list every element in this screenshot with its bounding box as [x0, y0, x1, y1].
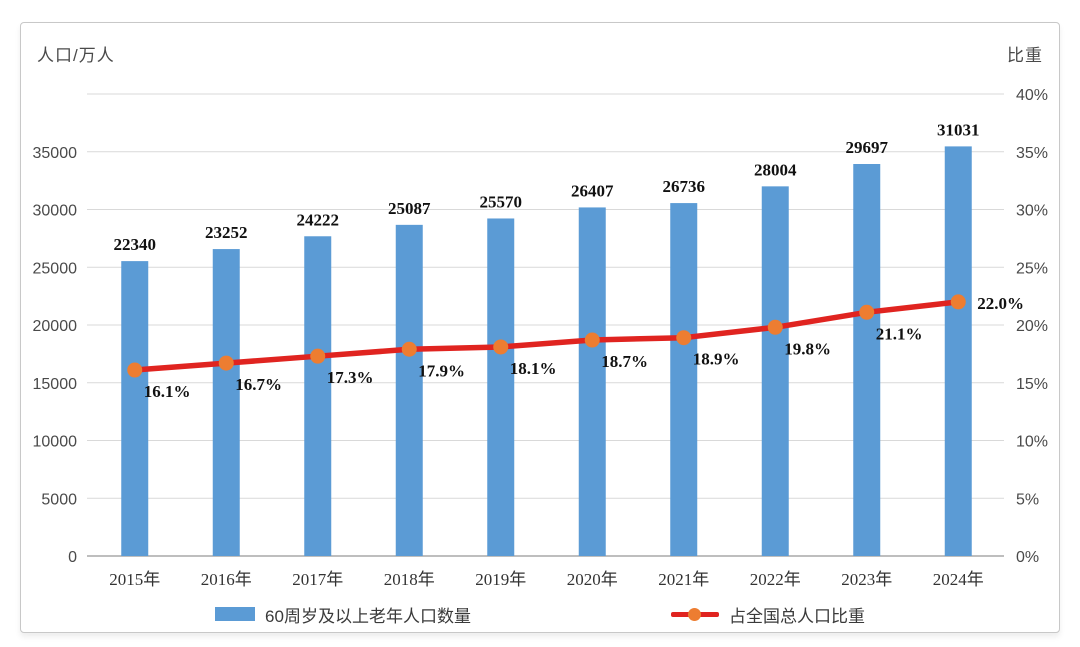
- x-axis-category-label: 2015年: [109, 570, 160, 589]
- chart-card: 人口/万人 比重 0% 0 5% 5000 10% 10000 15% 15000 20% 200…: [20, 22, 1060, 633]
- bar-value-label: 26407: [571, 181, 614, 200]
- left-axis-tick: 25000: [33, 260, 78, 277]
- bar-value-label: 28004: [754, 160, 797, 179]
- combo-chart-plot: 0% 0 5% 5000 10% 10000 15% 15000 20% 20000 25% 2500…: [33, 87, 1049, 589]
- line-marker: [584, 332, 600, 348]
- bar: [578, 207, 606, 556]
- line-marker: [767, 319, 783, 335]
- right-axis-tick: 10%: [1016, 434, 1048, 451]
- x-axis-category-label: 2018年: [384, 570, 435, 589]
- bar-value-label: 31031: [937, 120, 980, 139]
- line-marker: [218, 355, 234, 371]
- line-marker: [676, 330, 692, 346]
- left-axis-tick: 10000: [33, 434, 78, 451]
- x-axis-category-label: 2022年: [750, 570, 801, 589]
- bar-value-label: 22340: [114, 235, 157, 254]
- bar-value-label: 26736: [663, 177, 706, 196]
- x-axis-category-label: 2024年: [933, 570, 984, 589]
- x-axis-category-label: 2017年: [292, 570, 343, 589]
- bar-series-swatch-icon: [215, 607, 256, 621]
- left-axis-tick: 30000: [33, 203, 78, 220]
- line-series-swatch-icon: [670, 607, 719, 621]
- line-marker: [493, 339, 509, 355]
- left-axis-tick: 5000: [41, 491, 77, 508]
- x-axis-category-label: 2019年: [475, 570, 526, 589]
- bar: [487, 218, 515, 556]
- right-axis-tick: 20%: [1016, 318, 1048, 335]
- line-value-label: 16.7%: [235, 375, 282, 394]
- x-axis-category-label: 2021年: [658, 570, 709, 589]
- right-axis-tick: 5%: [1016, 491, 1039, 508]
- legend-item-line-series: 占全国总人口比重: [670, 602, 865, 627]
- right-axis-tick: 30%: [1016, 203, 1048, 220]
- line-marker: [859, 304, 875, 320]
- x-axis-category-label: 2023年: [841, 570, 892, 589]
- line-marker: [127, 362, 143, 378]
- bar: [670, 203, 698, 557]
- legend-label: 占全国总人口比重: [728, 606, 865, 626]
- bar-value-label: 25087: [388, 199, 431, 218]
- line-value-label: 17.3%: [327, 368, 374, 387]
- x-axis-category-label: 2016年: [201, 570, 252, 589]
- line-marker: [310, 348, 326, 364]
- bar: [944, 146, 972, 556]
- line-value-label: 18.9%: [693, 350, 740, 369]
- x-axis-category-label: 2020年: [567, 570, 618, 589]
- right-axis-tick: 40%: [1016, 87, 1048, 104]
- legend-item-bar-series: 60周岁及以上老年人口数量: [215, 602, 471, 627]
- left-axis-title: 人口/万人: [37, 46, 115, 65]
- bar-value-label: 23252: [205, 223, 248, 242]
- right-axis-title: 比重: [1007, 46, 1043, 65]
- chart-legend: 60周岁及以上老年人口数量 占全国总人口比重: [21, 601, 1059, 627]
- line-marker: [950, 294, 966, 310]
- left-axis-tick: 35000: [33, 145, 78, 162]
- line-series: [132, 299, 961, 373]
- line-value-label: 18.7%: [601, 352, 648, 371]
- bar: [212, 249, 240, 556]
- bar-value-label: 25570: [480, 192, 523, 211]
- bar: [395, 224, 423, 556]
- line-value-label: 18.1%: [510, 359, 557, 378]
- line-value-label: 16.1%: [144, 382, 191, 401]
- right-axis-tick: 0%: [1016, 549, 1039, 566]
- legend-label: 60周岁及以上老年人口数量: [265, 606, 471, 626]
- bar: [853, 163, 881, 556]
- bar: [121, 261, 149, 556]
- bar-value-label: 24222: [297, 210, 340, 229]
- bar: [761, 186, 789, 556]
- bar: [304, 236, 332, 557]
- left-axis-tick: 0: [68, 549, 77, 566]
- line-value-label: 21.1%: [876, 324, 923, 343]
- line-value-label: 17.9%: [418, 361, 465, 380]
- line-value-label: 19.8%: [784, 339, 831, 358]
- bar-value-label: 29697: [846, 138, 889, 157]
- line-marker: [401, 341, 417, 357]
- left-axis-tick: 20000: [33, 318, 78, 335]
- line-value-label: 22.0%: [977, 294, 1024, 313]
- right-axis-tick: 15%: [1016, 376, 1048, 393]
- right-axis-tick: 35%: [1016, 145, 1048, 162]
- left-axis-tick: 15000: [33, 376, 78, 393]
- right-axis-tick: 25%: [1016, 260, 1048, 277]
